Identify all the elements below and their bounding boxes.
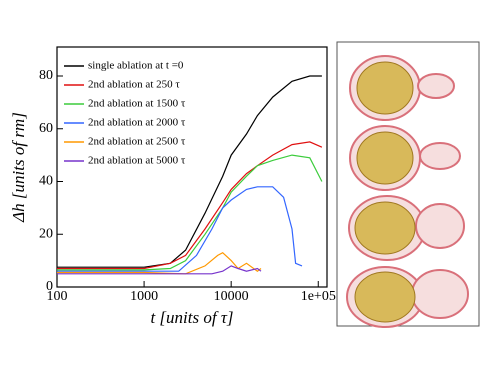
y-tick-label: 60	[39, 121, 53, 136]
x-tick-label: 1e+05	[301, 289, 336, 304]
legend-label: 2nd ablation at 250 τ	[88, 79, 180, 91]
legend-label: 2nd ablation at 5000 τ	[88, 155, 186, 167]
y-tick-label: 0	[46, 279, 53, 294]
x-tick-label: 100	[47, 289, 68, 304]
legend-label: 2nd ablation at 1500 τ	[88, 98, 186, 110]
series-line	[57, 75, 322, 268]
y-tick-label: 40	[39, 174, 53, 189]
x-tick-label: 10000	[214, 289, 249, 304]
legend-label: 2nd ablation at 2000 τ	[88, 117, 186, 129]
y-tick-label: 20	[39, 226, 53, 241]
series-line	[57, 154, 323, 271]
legend-label: 2nd ablation at 2500 τ	[88, 136, 186, 148]
y-tick-label: 80	[39, 68, 53, 83]
series-line	[57, 186, 303, 272]
series-line	[57, 265, 262, 275]
x-tick-label: 1000	[130, 289, 158, 304]
legend-label: single ablation at t =0	[88, 60, 184, 72]
cell-images	[336, 41, 480, 328]
series-line	[57, 251, 262, 275]
series-line	[57, 141, 323, 270]
x-axis-label: t [units of τ]	[150, 308, 233, 327]
plot-frame	[56, 46, 328, 288]
y-axis-label: Δh [units of rm]	[9, 112, 28, 223]
